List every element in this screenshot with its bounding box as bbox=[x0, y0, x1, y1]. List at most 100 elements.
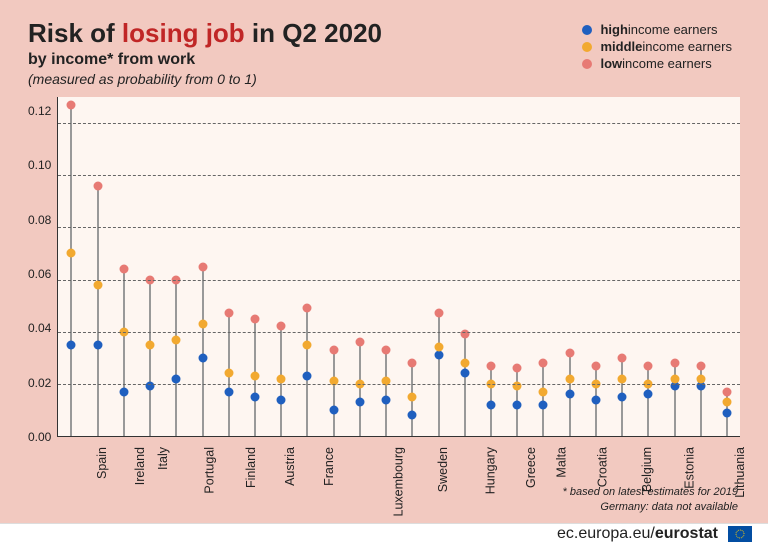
data-point-low bbox=[93, 181, 102, 190]
data-point-high bbox=[539, 400, 548, 409]
data-point-high bbox=[722, 408, 731, 417]
data-column bbox=[58, 97, 84, 436]
data-point-low bbox=[67, 100, 76, 109]
data-point-middle bbox=[408, 392, 417, 401]
x-tick-label: Spain bbox=[95, 447, 109, 479]
data-point-middle bbox=[539, 387, 548, 396]
legend: high income earners middle income earners… bbox=[582, 22, 732, 73]
data-point-low bbox=[329, 345, 338, 354]
legend-dot-icon bbox=[582, 59, 592, 69]
legend-label-bold: high bbox=[600, 22, 627, 37]
data-point-high bbox=[119, 387, 128, 396]
data-column bbox=[268, 97, 294, 436]
plot-area: 0.120.100.080.060.040.020.00 bbox=[28, 97, 740, 437]
data-point-high bbox=[460, 369, 469, 378]
data-point-middle bbox=[460, 359, 469, 368]
data-column bbox=[714, 97, 740, 436]
stem-line bbox=[464, 334, 466, 436]
legend-item: high income earners bbox=[582, 22, 732, 37]
data-column bbox=[321, 97, 347, 436]
x-tick-label: Malta bbox=[555, 447, 569, 478]
data-point-middle bbox=[172, 335, 181, 344]
x-tick-label: Finland bbox=[244, 447, 258, 488]
data-point-low bbox=[303, 304, 312, 313]
chart-subtitle-note: (measured as probability from 0 to 1) bbox=[28, 71, 740, 87]
footer: ec.europa.eu/eurostat bbox=[0, 523, 768, 543]
x-tick-label: Portugal bbox=[203, 447, 217, 494]
data-column bbox=[216, 97, 242, 436]
y-tick-label: 0.12 bbox=[28, 104, 51, 118]
data-point-low bbox=[722, 387, 731, 396]
stem-line bbox=[123, 269, 125, 436]
data-column bbox=[85, 97, 111, 436]
title-prefix: Risk of bbox=[28, 18, 122, 48]
legend-label-bold: middle bbox=[600, 39, 642, 54]
stem-line bbox=[175, 280, 177, 436]
y-axis: 0.120.100.080.060.040.020.00 bbox=[28, 97, 57, 437]
data-point-low bbox=[408, 359, 417, 368]
data-column bbox=[294, 97, 320, 436]
data-point-middle bbox=[303, 340, 312, 349]
data-column bbox=[189, 97, 215, 436]
data-point-middle bbox=[251, 372, 260, 381]
data-point-high bbox=[67, 340, 76, 349]
eu-flag-icon bbox=[728, 526, 752, 542]
data-point-middle bbox=[722, 398, 731, 407]
data-point-high bbox=[355, 398, 364, 407]
eu-stars-icon bbox=[736, 529, 745, 538]
legend-item: middle income earners bbox=[582, 39, 732, 54]
stem-line bbox=[333, 350, 335, 436]
data-point-low bbox=[355, 338, 364, 347]
data-column bbox=[688, 97, 714, 436]
data-point-high bbox=[198, 353, 207, 362]
data-column bbox=[373, 97, 399, 436]
legend-label-bold: low bbox=[600, 56, 622, 71]
stem-line bbox=[70, 105, 72, 436]
footer-url-bold: eurostat bbox=[655, 525, 718, 543]
x-tick-label: Estonia bbox=[682, 447, 696, 489]
footnote-line2: Germany: data not available bbox=[563, 500, 739, 515]
data-column bbox=[111, 97, 137, 436]
data-column bbox=[530, 97, 556, 436]
x-tick-label: Sweden bbox=[436, 447, 450, 492]
data-column bbox=[478, 97, 504, 436]
stem-line bbox=[359, 342, 361, 436]
grid-line bbox=[58, 280, 740, 281]
x-tick-label: Luxembourg bbox=[391, 447, 405, 517]
stem-line bbox=[385, 350, 387, 436]
data-point-low bbox=[119, 265, 128, 274]
data-point-middle bbox=[67, 249, 76, 258]
x-tick-label: France bbox=[322, 447, 336, 486]
data-point-middle bbox=[146, 340, 155, 349]
data-point-middle bbox=[696, 374, 705, 383]
data-point-high bbox=[329, 405, 338, 414]
x-tick-label: Ireland bbox=[133, 447, 147, 485]
data-point-low bbox=[670, 359, 679, 368]
data-point-high bbox=[565, 390, 574, 399]
y-tick-label: 0.00 bbox=[28, 430, 51, 444]
data-point-high bbox=[251, 392, 260, 401]
grid-line bbox=[58, 384, 740, 385]
legend-dot-icon bbox=[582, 25, 592, 35]
data-column bbox=[661, 97, 687, 436]
data-column bbox=[137, 97, 163, 436]
x-tick-label: Italy bbox=[156, 447, 170, 470]
data-point-high bbox=[644, 390, 653, 399]
legend-label-rest: income earners bbox=[622, 56, 712, 71]
data-point-high bbox=[277, 395, 286, 404]
data-point-low bbox=[696, 361, 705, 370]
data-point-high bbox=[408, 411, 417, 420]
data-column bbox=[557, 97, 583, 436]
data-column bbox=[635, 97, 661, 436]
footnote-line1: * based on latest estimates for 2019 bbox=[563, 485, 739, 500]
stem-line bbox=[647, 366, 649, 436]
data-point-high bbox=[434, 351, 443, 360]
data-column bbox=[609, 97, 635, 436]
data-point-low bbox=[513, 364, 522, 373]
y-tick-label: 0.08 bbox=[28, 213, 51, 227]
data-column bbox=[452, 97, 478, 436]
data-point-high bbox=[93, 340, 102, 349]
data-point-middle bbox=[198, 319, 207, 328]
stem-line bbox=[202, 267, 204, 437]
data-point-low bbox=[644, 361, 653, 370]
